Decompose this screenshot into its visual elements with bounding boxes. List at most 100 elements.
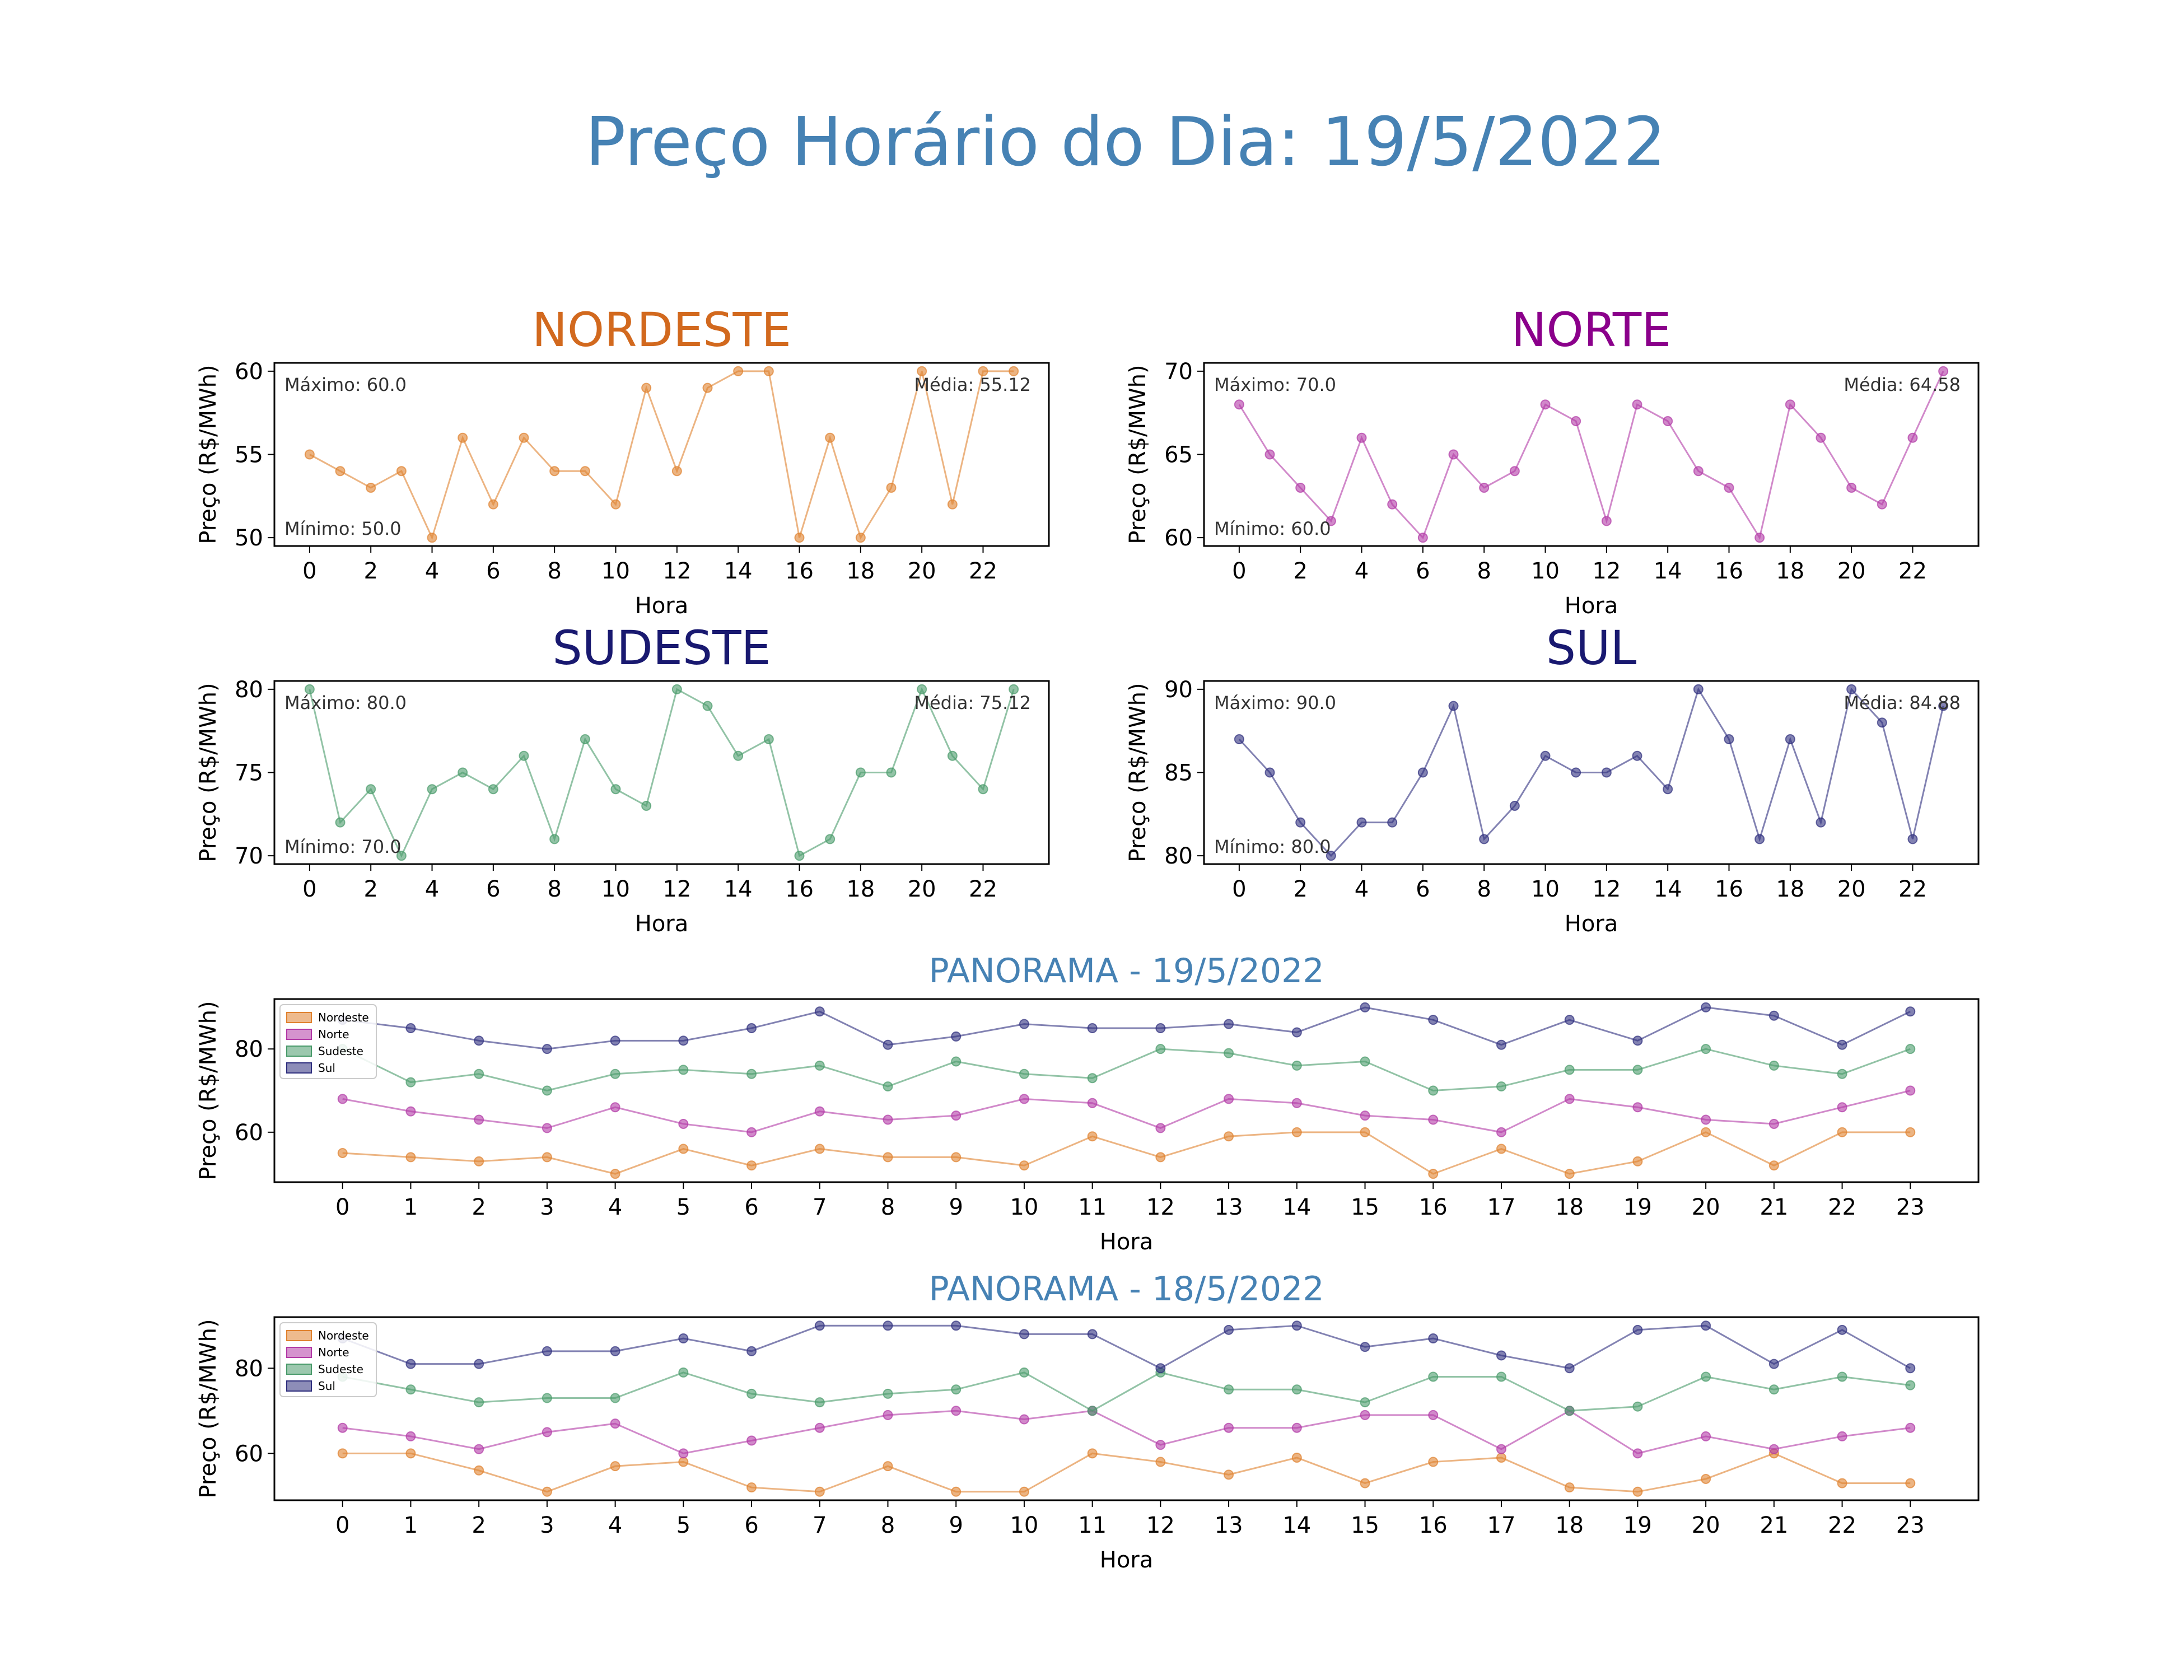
annotation-max: Máximo: 60.0	[284, 374, 407, 395]
x-tick-label: 20	[908, 876, 936, 902]
data-point-sudeste	[978, 784, 988, 795]
data-point-sudeste	[746, 1388, 757, 1399]
x-tick-label: 12	[1592, 876, 1621, 902]
data-point-sudeste	[733, 750, 744, 761]
data-point-norte	[1905, 1422, 1916, 1433]
data-point-sul	[1234, 734, 1244, 745]
data-point-sudeste	[1496, 1081, 1506, 1092]
data-point-sudeste	[641, 800, 652, 811]
annotation-min: Mínimo: 70.0	[284, 836, 402, 857]
x-tick-label: 12	[1146, 1194, 1175, 1220]
data-point-norte	[883, 1410, 893, 1420]
data-point-sudeste	[580, 734, 590, 745]
data-point-sudeste	[1905, 1044, 1916, 1054]
chart-title: PANORAMA - 19/5/2022	[928, 951, 1324, 991]
x-tick-label: 6	[1416, 876, 1430, 902]
data-point-sudeste	[542, 1085, 552, 1096]
data-point-sudeste	[396, 851, 407, 861]
x-tick-label: 11	[1078, 1194, 1107, 1220]
data-point-norte	[1837, 1431, 1847, 1441]
data-point-nordeste	[1701, 1473, 1711, 1484]
x-tick-label: 0	[335, 1513, 349, 1538]
data-point-nordeste	[1564, 1169, 1575, 1179]
data-point-norte	[1571, 416, 1581, 427]
series-line-sul	[1238, 687, 1944, 857]
data-point-nordeste	[951, 1152, 962, 1163]
x-tick-label: 12	[662, 876, 691, 902]
data-point-sul	[1693, 684, 1704, 694]
data-point-sul	[1356, 817, 1367, 828]
y-tick-label: 50	[235, 525, 263, 551]
x-tick-label: 8	[547, 558, 561, 584]
data-point-norte	[678, 1448, 689, 1459]
data-point-norte	[1632, 1448, 1643, 1459]
annotation-max: Máximo: 80.0	[284, 692, 407, 713]
series-line-nordeste	[342, 1131, 1911, 1175]
data-point-sudeste	[1428, 1371, 1439, 1382]
data-point-norte	[1632, 1102, 1643, 1113]
data-point-sul	[1785, 734, 1795, 745]
data-point-sul	[1564, 1015, 1575, 1025]
data-point-nordeste	[733, 366, 744, 376]
legend-swatch-norte	[286, 1347, 312, 1358]
data-point-nordeste	[641, 382, 652, 393]
series-line-sudeste	[309, 687, 1015, 858]
data-point-sudeste	[1496, 1371, 1506, 1382]
data-point-sul	[1224, 1324, 1234, 1335]
data-point-nordeste	[405, 1448, 416, 1459]
data-point-sul	[1428, 1333, 1439, 1344]
x-tick-label: 14	[1654, 558, 1682, 584]
data-point-sul	[1724, 734, 1734, 745]
series-line-sudeste	[342, 1371, 1911, 1412]
data-point-norte	[1905, 1085, 1916, 1096]
series-line-nordeste	[309, 370, 1014, 540]
x-tick-label: 8	[881, 1513, 895, 1538]
data-point-norte	[1496, 1444, 1506, 1454]
x-tick-label: 6	[744, 1194, 758, 1220]
data-point-sudeste	[883, 1388, 893, 1399]
data-point-sudeste	[1632, 1401, 1643, 1412]
data-point-sudeste	[1009, 684, 1019, 694]
data-point-sudeste	[825, 834, 836, 844]
data-point-sudeste	[1360, 1397, 1370, 1408]
data-point-sul	[1155, 1023, 1166, 1034]
data-point-norte	[1877, 499, 1887, 510]
annotation-max: Máximo: 70.0	[1214, 374, 1336, 395]
x-tick-label: 4	[608, 1513, 622, 1538]
x-tick-label: 10	[1531, 558, 1560, 584]
data-point-norte	[1837, 1102, 1847, 1113]
data-point-sudeste	[304, 684, 315, 694]
y-axis-label: Preço (R$/MWh)	[195, 365, 221, 544]
data-point-norte	[610, 1418, 620, 1429]
data-point-norte	[1019, 1094, 1029, 1104]
y-tick-label: 70	[1164, 359, 1193, 385]
data-point-norte	[405, 1106, 416, 1117]
x-tick-label: 9	[949, 1513, 963, 1538]
data-point-norte	[814, 1422, 825, 1433]
x-tick-label: 1	[404, 1513, 418, 1538]
x-tick-label: 22	[1898, 876, 1927, 902]
data-point-norte	[1234, 399, 1244, 410]
data-point-norte	[1768, 1118, 1779, 1129]
data-point-norte	[405, 1431, 416, 1441]
data-point-nordeste	[1837, 1127, 1847, 1137]
data-point-norte	[1295, 482, 1306, 493]
x-tick-label: 14	[1282, 1513, 1311, 1538]
data-point-sudeste	[1768, 1384, 1779, 1395]
x-tick-label: 8	[881, 1194, 895, 1220]
data-point-sul	[1837, 1324, 1847, 1335]
data-point-norte	[746, 1435, 757, 1446]
data-point-norte	[1632, 399, 1642, 410]
data-point-norte	[337, 1094, 348, 1104]
data-point-norte	[1291, 1422, 1302, 1433]
data-point-sudeste	[814, 1397, 825, 1408]
data-point-sudeste	[1632, 1065, 1643, 1075]
series-line-sul	[342, 1324, 1911, 1369]
data-point-norte	[1479, 482, 1490, 493]
x-tick-label: 15	[1351, 1194, 1379, 1220]
data-point-sul	[1768, 1359, 1779, 1369]
chart-title: PANORAMA - 18/5/2022	[928, 1270, 1324, 1309]
x-tick-label: 18	[1555, 1513, 1584, 1538]
x-tick-label: 13	[1215, 1513, 1243, 1538]
x-tick-label: 9	[949, 1194, 963, 1220]
